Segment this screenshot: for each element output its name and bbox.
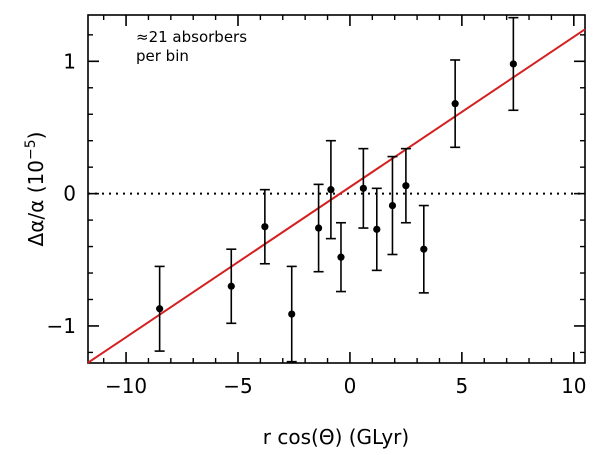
fit-line <box>87 28 586 364</box>
data-point <box>373 225 381 233</box>
data-point <box>402 182 410 190</box>
x-tick-label: −10 <box>105 374 147 398</box>
x-tick-label: 0 <box>344 374 357 398</box>
data-point <box>451 100 459 108</box>
annotation-line-2: per bin <box>136 47 189 65</box>
y-tick-label: −1 <box>47 314 76 338</box>
x-tick-label: 5 <box>456 374 469 398</box>
data-point <box>509 60 517 68</box>
y-axis-label-unit-prefix: (10 <box>24 160 48 193</box>
x-axis-label: r cos(Θ) (GLyr) <box>263 425 409 449</box>
data-point <box>288 310 296 318</box>
data-point <box>227 282 235 290</box>
data-point <box>337 253 345 261</box>
data-point <box>314 224 323 232</box>
y-axis-label-main: Δα/α <box>24 200 48 247</box>
data-point <box>388 201 397 210</box>
data-point <box>420 245 428 253</box>
data-point <box>327 186 335 194</box>
y-axis-label-unit-exponent: −5 <box>23 139 39 160</box>
x-tick-label: 10 <box>561 374 586 398</box>
y-axis-label: Δα/α (10−5) <box>23 132 48 247</box>
data-point <box>359 184 367 192</box>
data-points <box>154 16 519 363</box>
y-tick-label: 1 <box>63 49 76 73</box>
plot-frame <box>87 14 586 364</box>
y-axis-label-unit-suffix: ) <box>24 132 48 140</box>
data-point <box>261 223 269 231</box>
data-point <box>156 305 164 313</box>
axis-ticks <box>88 15 585 363</box>
y-tick-label: 0 <box>63 182 76 206</box>
x-tick-label: −5 <box>223 374 252 398</box>
annotation-line-1: ≈21 absorbers <box>136 28 247 46</box>
tick-labels: −10 −5 0 5 10−101 <box>47 49 587 398</box>
